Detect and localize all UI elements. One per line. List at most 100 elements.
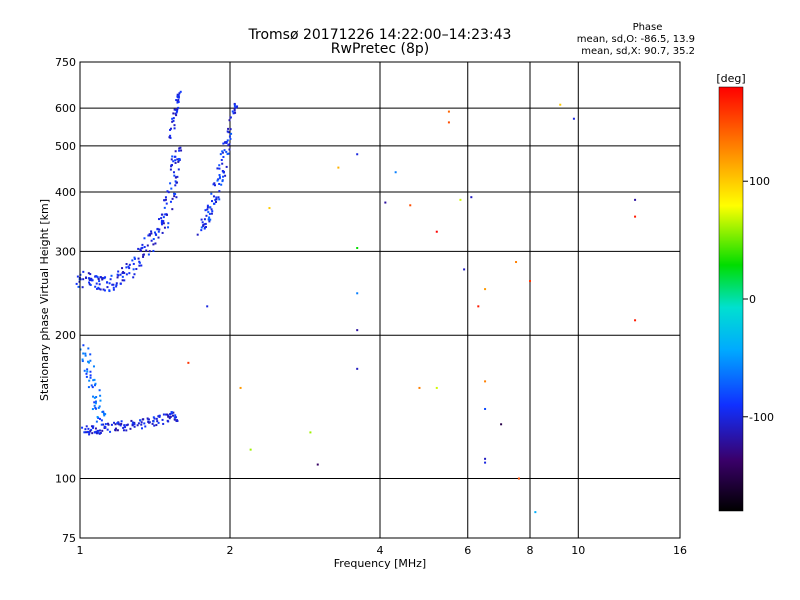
- f-layer-o-echo: [119, 282, 122, 285]
- phase-stats-o-line: mean, sd,O: -86.5, 13.9: [576, 34, 695, 45]
- e-layer-echo: [166, 419, 169, 422]
- f-layer-o-echo: [176, 95, 179, 98]
- e-layer-cusp-echo: [98, 405, 101, 408]
- f-layer-x-echo: [228, 135, 231, 138]
- f-layer-x-echo: [228, 119, 231, 122]
- f-layer-o-echo: [112, 288, 115, 291]
- e-layer-echo: [147, 418, 150, 421]
- f-layer-o-echo: [121, 275, 124, 278]
- f-layer-o-echo: [143, 246, 146, 249]
- f-layer-x-echo: [209, 206, 212, 209]
- e-layer-echo: [88, 433, 91, 436]
- e-layer-echo: [114, 429, 117, 432]
- f-layer-x-echo: [221, 150, 224, 153]
- f-layer-o-echo: [166, 190, 169, 193]
- f-layer-x-echo: [212, 195, 215, 198]
- f-layer-o-echo: [169, 136, 172, 139]
- e-layer-echo: [152, 416, 155, 419]
- f-layer-o-echo: [148, 233, 151, 236]
- f-layer-o-echo: [176, 93, 179, 96]
- e-layer-echo: [140, 423, 143, 426]
- e-layer-cusp-echo: [94, 406, 97, 409]
- f-layer-x-echo: [218, 198, 221, 201]
- f-layer-x-echo: [229, 137, 232, 140]
- f-layer-x-echo: [221, 162, 224, 165]
- e-layer-echo: [151, 422, 154, 425]
- f-layer-x-echo: [233, 103, 236, 106]
- e-layer-echo: [97, 429, 100, 432]
- f-layer-x-echo: [210, 208, 213, 211]
- e-layer-cusp-echo: [81, 358, 84, 361]
- f-layer-o-echo: [131, 259, 134, 262]
- noise-echo: [634, 198, 637, 201]
- y-tick-label: 100: [55, 473, 76, 486]
- f-layer-o-echo: [168, 136, 171, 139]
- f-layer-o-echo: [140, 264, 143, 267]
- f-layer-o-echo: [128, 263, 131, 266]
- e-layer-cusp-echo: [85, 375, 88, 378]
- e-layer-echo: [124, 426, 127, 429]
- f-layer-o-echo: [125, 263, 128, 266]
- f-layer-o-echo: [147, 234, 150, 237]
- f-layer-o-echo: [123, 272, 126, 275]
- f-layer-x-echo: [200, 229, 203, 232]
- noise-echo: [447, 121, 450, 124]
- f-layer-o-echo: [135, 268, 138, 271]
- e-layer-echo: [100, 423, 103, 426]
- e-layer-echo: [87, 427, 90, 430]
- f-layer-o-echo: [115, 284, 118, 287]
- noise-echo: [356, 153, 359, 156]
- f-layer-x-echo: [227, 144, 230, 147]
- f-layer-x-echo: [212, 202, 215, 205]
- f-layer-x-echo: [215, 198, 218, 201]
- noise-echo: [409, 204, 412, 207]
- f-layer-o-echo: [177, 93, 180, 96]
- e-layer-echo: [141, 418, 144, 421]
- f-layer-o-echo: [178, 149, 181, 152]
- e-layer-echo: [169, 415, 172, 418]
- f-layer-o-echo: [172, 119, 175, 122]
- f-layer-o-echo: [174, 176, 177, 179]
- f-layer-x-echo: [215, 200, 218, 203]
- e-layer-echo: [129, 427, 132, 430]
- e-layer-echo: [176, 419, 179, 422]
- e-layer-echo: [171, 411, 174, 414]
- e-layer-cusp-echo: [98, 417, 101, 420]
- e-layer-echo: [91, 432, 94, 435]
- e-layer-echo: [167, 415, 170, 418]
- f-layer-x-echo: [213, 182, 216, 185]
- f-layer-o-echo: [172, 112, 175, 115]
- e-layer-echo: [122, 426, 125, 429]
- f-layer-o-echo: [170, 158, 173, 161]
- y-tick-label: 600: [55, 102, 76, 115]
- e-layer-cusp-echo: [97, 406, 100, 409]
- f-layer-x-echo: [205, 225, 208, 228]
- f-layer-o-echo: [112, 286, 115, 289]
- f-layer-o-echo: [150, 232, 153, 235]
- chart-subtitle: RwPretec (8p): [330, 41, 430, 57]
- e-layer-cusp-echo: [89, 359, 92, 362]
- f-layer-o-echo: [105, 281, 108, 284]
- e-layer-echo: [92, 425, 95, 428]
- f-layer-x-echo: [222, 155, 225, 158]
- e-layer-echo: [162, 422, 165, 425]
- f-layer-x-echo: [210, 192, 213, 195]
- f-layer-o-echo: [173, 155, 176, 158]
- e-layer-echo: [133, 425, 136, 428]
- f-layer-o-echo: [160, 219, 163, 222]
- f-layer-o-echo: [132, 268, 135, 271]
- e-layer-cusp-echo: [102, 412, 105, 415]
- e-layer-echo: [158, 414, 161, 417]
- f-layer-o-echo: [170, 165, 173, 168]
- f-layer-x-echo: [227, 131, 230, 134]
- f-layer-o-echo: [175, 114, 178, 117]
- e-layer-cusp-echo: [90, 384, 93, 387]
- f-layer-o-echo: [138, 261, 141, 264]
- f-layer-o-echo: [147, 253, 150, 256]
- noise-echo: [309, 431, 312, 434]
- f-layer-x-echo: [225, 140, 228, 143]
- f-layer-x-echo: [203, 223, 206, 226]
- phase-stats-title: Phase: [632, 22, 663, 33]
- e-layer-echo: [136, 424, 139, 427]
- f-layer-o-echo: [176, 181, 179, 184]
